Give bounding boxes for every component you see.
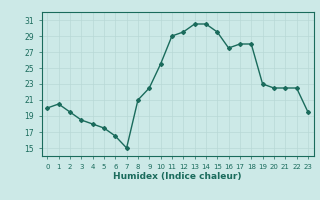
X-axis label: Humidex (Indice chaleur): Humidex (Indice chaleur) bbox=[113, 172, 242, 181]
